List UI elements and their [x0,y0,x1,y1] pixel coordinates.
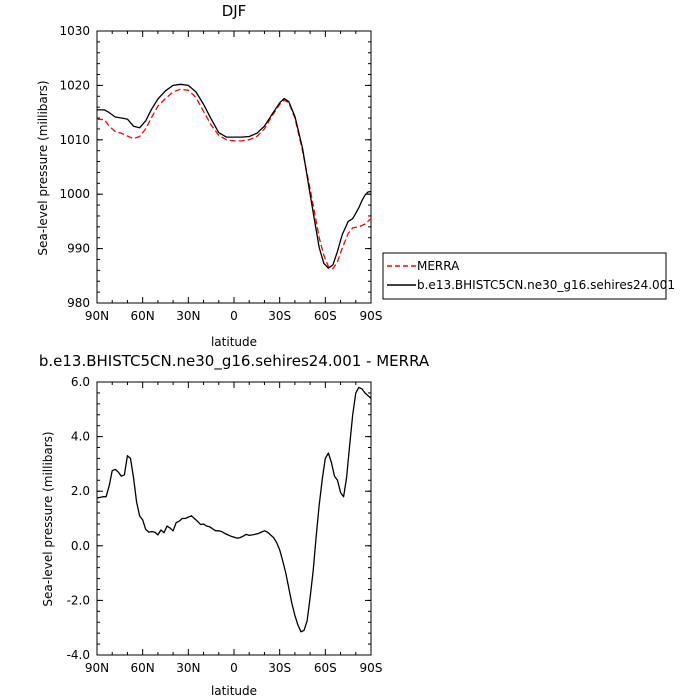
top-y-tick-label: 1030 [59,24,90,38]
top-y-tick-label: 980 [67,296,90,310]
top-y-tick-label: 990 [67,242,90,256]
bottom-y-tick-label: -4.0 [67,648,90,662]
top-y-axis-label: Sea-level pressure (millibars) [36,80,50,255]
top-x-tick-label: 30N [176,309,200,323]
bottom-x-tick-label: 30N [176,661,200,675]
bottom-x-tick-label: 60N [131,661,155,675]
bottom-x-tick-label: 0 [230,661,238,675]
top-y-tick-label: 1000 [59,187,90,201]
bottom-y-tick-label: 0.0 [71,539,90,553]
top-y-tick-label: 1020 [59,78,90,92]
top-panel: DJF Sea-level pressure (millibars) latit… [36,2,675,349]
bottom-plot-area: 90N 60N 30N 0 30S 60S 90S -4.0 -2.0 0.0 2.0 4.0 6.0 [67,375,383,675]
top-chart-title: DJF [222,2,247,20]
top-x-tick-label: 90N [85,309,109,323]
top-x-tick-label: 90S [360,309,383,323]
bottom-x-axis-label: latitude [211,684,257,698]
bottom-x-tick-label: 90N [85,661,109,675]
bottom-y-tick-label: 2.0 [71,484,90,498]
top-plot-frame [96,30,372,304]
bottom-y-tick-label: 6.0 [71,375,90,389]
bottom-plot-frame [96,381,372,656]
bottom-y-tick-label: 4.0 [71,430,90,444]
top-x-tick-label: 30S [268,309,291,323]
top-y-tick-label: 1010 [59,133,90,147]
bottom-series-line-1 [96,386,372,633]
top-legend: MERRA b.e13.BHISTC5CN.ne30_g16.sehires24… [382,252,675,300]
bottom-x-tick-label: 30S [268,661,291,675]
bottom-panel: b.e13.BHISTC5CN.ne30_g16.sehires24.001 -… [39,352,430,698]
top-x-tick-label: 0 [230,309,238,323]
legend-label-merra: MERRA [417,259,460,273]
bottom-x-tick-label: 90S [360,661,383,675]
top-series-line-2 [97,83,372,269]
bottom-y-axis-label: Sea-level pressure (millibars) [41,431,55,606]
top-x-axis-label: latitude [211,335,257,349]
top-series-line-1 [96,88,372,270]
bottom-y-tick-label: -2.0 [67,593,90,607]
bottom-x-tick-label: 60S [314,661,337,675]
top-plot-area: 90N 60N 30N 0 30S 60S 90S 980 990 1000 1010 1020 103… [59,24,382,323]
legend-label-model: b.e13.BHISTC5CN.ne30_g16.sehires24.001 [417,278,675,292]
top-x-tick-label: 60S [314,309,337,323]
top-x-tick-label: 60N [131,309,155,323]
bottom-chart-title: b.e13.BHISTC5CN.ne30_g16.sehires24.001 -… [39,352,430,371]
legend-box [382,252,667,300]
